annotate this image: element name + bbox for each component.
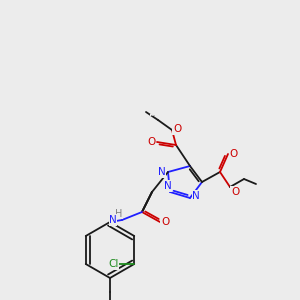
Text: O: O — [147, 137, 155, 147]
Text: N: N — [164, 181, 172, 191]
Text: methyl: methyl — [151, 114, 155, 116]
Text: O: O — [230, 149, 238, 159]
Text: H: H — [115, 209, 123, 219]
Text: N: N — [109, 215, 117, 225]
Text: N: N — [192, 191, 200, 201]
Text: O: O — [173, 124, 181, 134]
Text: N: N — [158, 167, 166, 177]
Text: O: O — [161, 217, 169, 227]
Text: Cl: Cl — [108, 259, 119, 269]
Text: O: O — [231, 187, 239, 197]
